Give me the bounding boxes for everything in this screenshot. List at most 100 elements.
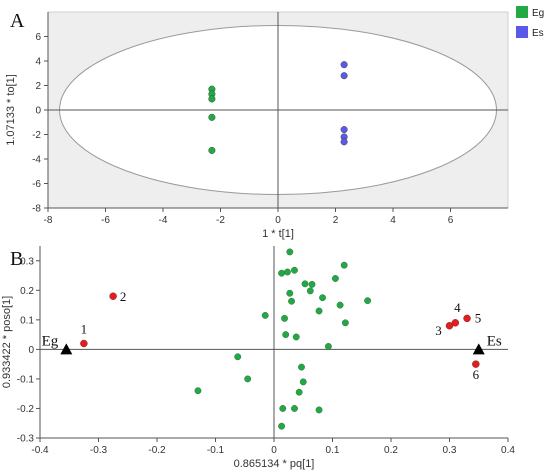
y-tick-label-a: 6 [35, 32, 41, 43]
highlighted-point-label-6: 6 [473, 367, 480, 382]
loading-point [244, 375, 252, 383]
y-tick-label-b: 0.3 [20, 256, 34, 267]
loading-point [319, 294, 326, 302]
x-tick-label-a: -2 [216, 215, 225, 226]
panel-label-b: B [10, 248, 23, 270]
loading-point [364, 297, 371, 305]
highlighted-point-6 [472, 360, 480, 368]
x-tick-label-b: -0.4 [31, 445, 49, 456]
loading-point [341, 319, 349, 327]
panel-a: A -8 -6 -4 -2 0 2 4 6 -8 -6 -4 -2 0 2 4 6 1 * t[1] 1.07… [5, 6, 544, 240]
loading-point [336, 301, 344, 309]
y-tick-label-a: 4 [35, 57, 41, 68]
plot-a-ticks: -8 -6 -4 -2 0 2 4 6 -8 -6 -4 -2 0 2 4 6 [32, 32, 454, 226]
loading-point [325, 343, 332, 350]
highlighted-point-5 [463, 314, 471, 323]
plot-b-marks: 1 2 345 6 Eg Es [42, 248, 502, 430]
legend-a: Eg Es [516, 6, 544, 39]
loading-point [292, 333, 300, 341]
point-es [340, 72, 348, 80]
y-tick-label-a: 2 [35, 81, 41, 92]
y-tick-label-a: -6 [32, 179, 41, 190]
x-tick-label-a: -8 [44, 215, 53, 226]
x-tick-label-a: 4 [390, 215, 396, 226]
point-eg [208, 113, 216, 121]
loading-point [332, 275, 339, 282]
loading-point [194, 387, 202, 395]
highlighted-point-4 [451, 319, 460, 327]
loading-point [298, 363, 305, 371]
y-tick-label-b: 0.2 [20, 286, 34, 297]
loading-point [340, 261, 348, 269]
point-eg [208, 146, 216, 154]
panel-label-a: A [10, 10, 25, 32]
x-axis-label-b: 0.865134 * pq[1] [234, 458, 315, 470]
y-axis-label-a: 1.07133 * to[1] [5, 74, 17, 146]
loading-point [315, 307, 323, 315]
x-tick-label-b: -0.3 [90, 445, 108, 456]
loading-point [299, 378, 307, 386]
highlighted-point-label-1: 1 [81, 321, 88, 336]
class-marker-label-eg: Eg [42, 333, 59, 349]
x-tick-label-b: 0.4 [501, 445, 515, 456]
x-tick-label-a: 2 [333, 215, 339, 226]
x-tick-label-a: 0 [275, 215, 281, 226]
legend-label-es: Es [532, 28, 544, 39]
x-tick-label-b: -0.1 [207, 445, 225, 456]
highlighted-point-label-5: 5 [475, 310, 482, 325]
plot-b-ticks: -0.4 -0.3 -0.2 -0.1 0 0.1 0.2 0.3 0.4-0.3-0.2-0.… [17, 256, 516, 456]
highlighted-point-3 [445, 322, 454, 330]
loading-point [301, 280, 309, 288]
highlighted-point-label-4: 4 [454, 300, 461, 315]
class-marker-es [472, 343, 485, 355]
legend-swatch-eg [516, 6, 528, 18]
y-tick-label-b: 0.1 [20, 315, 34, 326]
x-tick-label-b: 0 [271, 445, 277, 456]
loading-point [315, 406, 323, 414]
loading-point [286, 289, 294, 297]
highlighted-point-1 [80, 339, 88, 348]
loading-point [291, 405, 298, 412]
y-tick-label-b: -0.1 [17, 374, 35, 385]
y-tick-label-a: -2 [32, 130, 41, 141]
loading-point [295, 388, 303, 396]
plot-a-marks [208, 61, 348, 154]
class-marker-label-es: Es [487, 333, 502, 349]
loading-point [306, 287, 314, 295]
loading-point [281, 314, 288, 322]
loading-point [288, 297, 295, 305]
x-tick-label-b: 0.1 [326, 445, 340, 456]
x-tick-label-b: -0.2 [148, 445, 166, 456]
y-tick-label-a: -8 [32, 204, 41, 215]
loading-point [278, 422, 286, 430]
x-tick-label-b: 0.3 [443, 445, 457, 456]
y-tick-label-b: -0.2 [17, 404, 35, 415]
y-tick-label-b: 0 [28, 345, 34, 356]
y-axis-label-b: 0.933422 * poso[1] [1, 296, 13, 388]
y-tick-label-b: -0.3 [17, 434, 35, 445]
x-axis-label-a: 1 * t[1] [262, 228, 294, 240]
x-tick-label-a: 6 [448, 215, 454, 226]
legend-label-eg: Eg [532, 8, 544, 19]
x-tick-label-b: 0.2 [384, 445, 398, 456]
loading-point [234, 353, 242, 361]
point-es [340, 126, 348, 134]
point-es [340, 138, 348, 146]
x-tick-label-a: -6 [101, 215, 110, 226]
class-marker-eg [60, 343, 73, 355]
y-tick-label-a: 0 [35, 106, 41, 117]
loading-point [279, 405, 287, 412]
point-eg [208, 95, 216, 103]
legend-swatch-es [516, 26, 528, 38]
loading-point [308, 280, 316, 288]
y-tick-label-a: -4 [32, 155, 41, 166]
loading-point [291, 266, 298, 274]
point-es [340, 61, 348, 69]
loading-point [286, 248, 294, 256]
loading-point [261, 312, 269, 319]
highlighted-point-label-3: 3 [435, 323, 442, 338]
loading-point [282, 331, 290, 339]
